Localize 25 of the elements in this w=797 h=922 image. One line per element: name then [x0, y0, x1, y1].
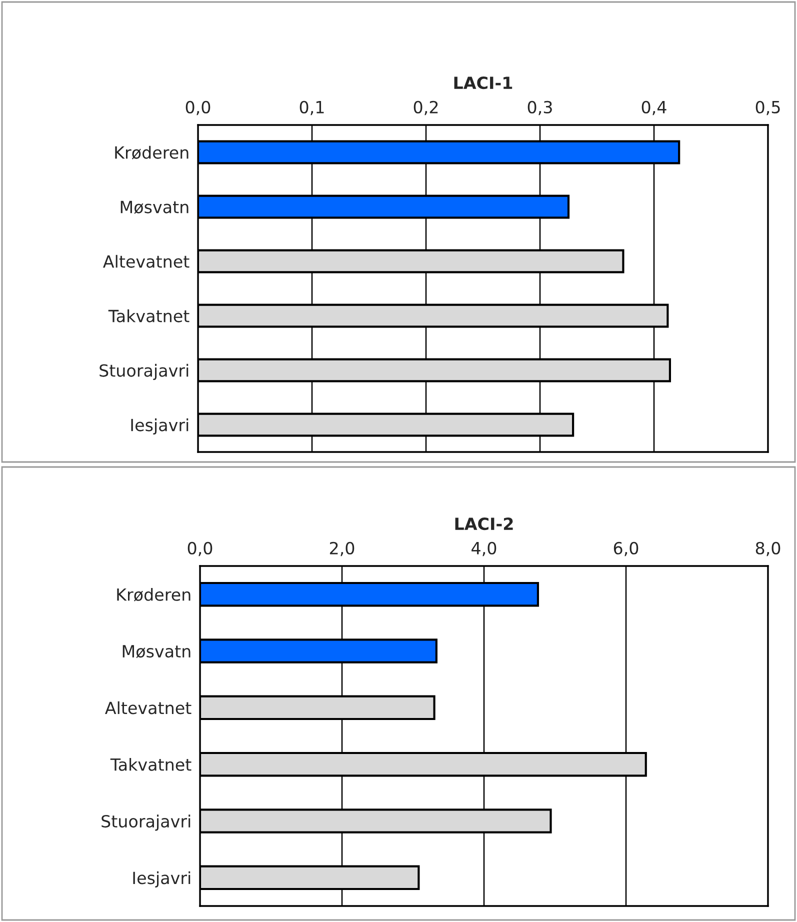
y-tick-label: Altevatnet: [103, 254, 190, 268]
x-tick-label: 0,1: [300, 100, 324, 116]
x-tick-label: 8,0: [756, 542, 780, 556]
y-tick-label: Krøderen: [117, 588, 190, 602]
y-tick-label: Altevatnet: [105, 701, 192, 714]
x-tick-label: 4,0: [472, 542, 496, 556]
x-tick-label: 0,0: [188, 542, 212, 556]
y-tick-label: Iesjavri: [133, 871, 190, 888]
y-tick-label: Stuorajavri: [100, 364, 188, 380]
x-tick-label: 6,0: [614, 542, 638, 556]
x-tick-label: 2,0: [330, 542, 354, 556]
y-tick-label: Stuorajavri: [102, 814, 190, 831]
y-tick-label: Krøderen: [115, 146, 188, 160]
y-tick-label: Takvatnet: [108, 309, 190, 322]
y-tick-label: Møsvatn: [122, 645, 190, 658]
x-tick-label: 0,4: [642, 100, 666, 116]
y-tick-label: Iesjavri: [131, 418, 188, 435]
x-tick-label: 0,3: [528, 100, 552, 116]
y-tick-label: Takvatnet: [110, 758, 192, 771]
x-tick-label: 0,2: [414, 100, 438, 116]
x-tick-label: 0,5: [756, 100, 780, 116]
x-tick-label: 0,0: [186, 100, 210, 116]
y-tick-label: Møsvatn: [120, 200, 188, 214]
chart-title: LACI-2: [455, 518, 513, 530]
chart-title: LACI-1: [454, 76, 512, 90]
